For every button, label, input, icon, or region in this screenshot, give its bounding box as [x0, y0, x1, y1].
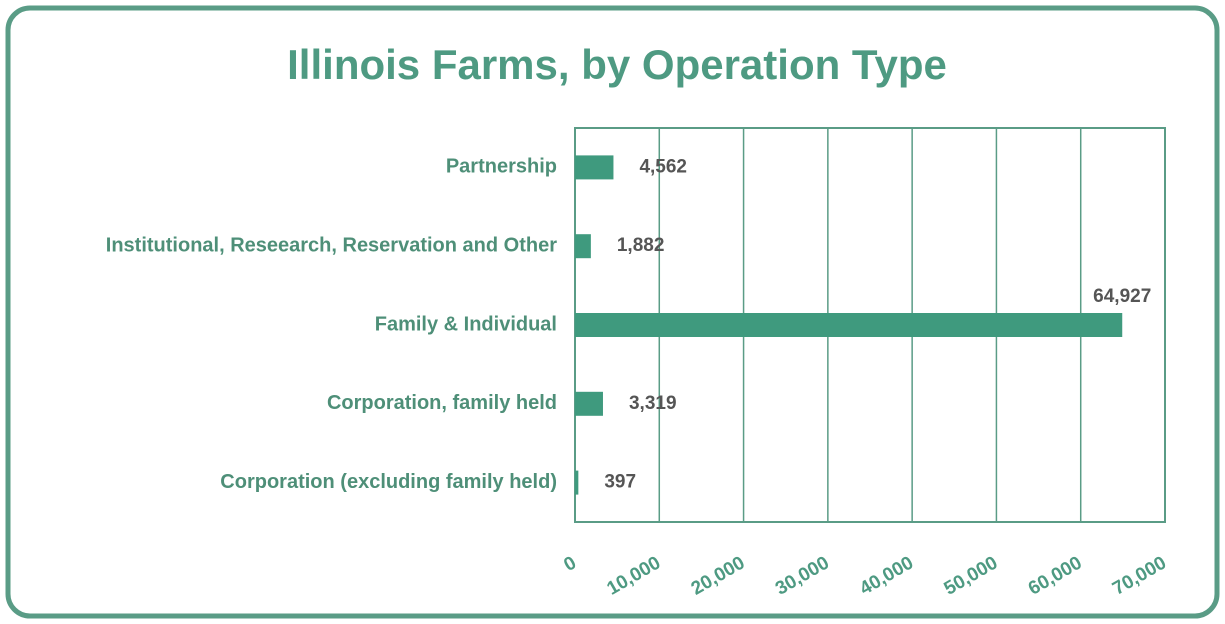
y-tick-label: Corporation (excluding family held) [220, 471, 557, 493]
bar [575, 313, 1123, 337]
bar [575, 234, 591, 259]
data-label: 64,927 [1093, 286, 1151, 307]
y-tick-label: Institutional, Reseearch, Reservation an… [106, 234, 557, 256]
bar [575, 155, 614, 180]
frame [5, 5, 1220, 619]
bar [575, 470, 579, 495]
y-tick-label: Partnership [446, 156, 557, 178]
data-label: 4,562 [639, 156, 687, 177]
data-label: 1,882 [617, 235, 665, 256]
chart-title: Illinois Farms, by Operation Type [287, 41, 947, 88]
data-label: 397 [604, 472, 636, 493]
y-tick-label: Corporation, family held [327, 392, 557, 414]
y-tick-label: Family & Individual [375, 313, 557, 335]
data-label: 3,319 [629, 393, 677, 414]
bar [575, 391, 603, 416]
